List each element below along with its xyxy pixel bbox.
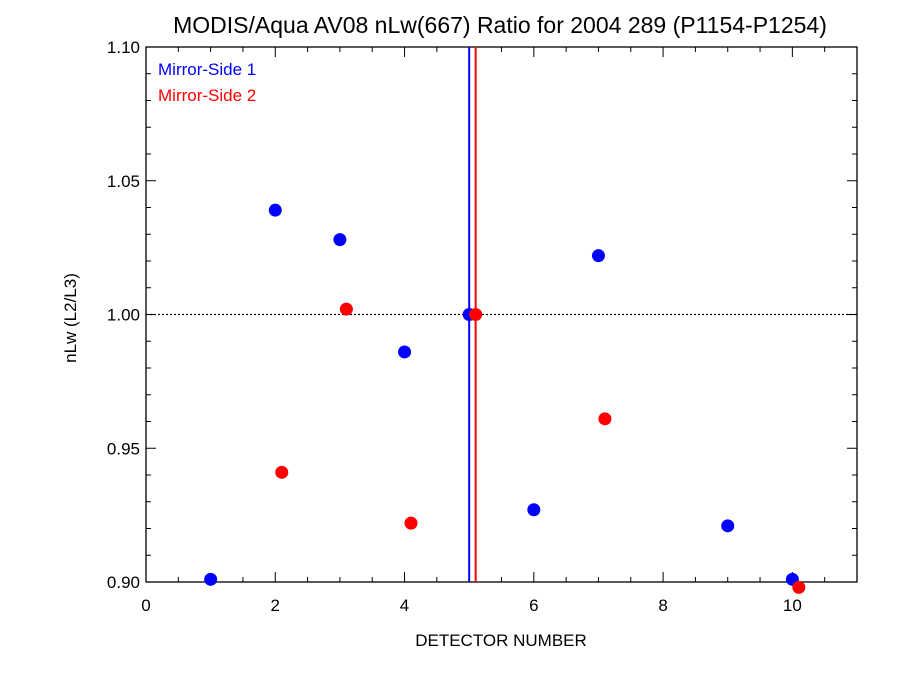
x-tick-labels: 0 2 4 6 8 10 (141, 596, 802, 615)
y-tick-label: 0.90 (107, 573, 140, 592)
legend-mirror-side-1: Mirror-Side 1 (158, 60, 256, 79)
data-point-series-2 (275, 465, 289, 479)
legend: Mirror-Side 1 Mirror-Side 2 (158, 60, 256, 105)
x-axis-label: DETECTOR NUMBER (415, 631, 587, 650)
chart-title: MODIS/Aqua AV08 nLw(667) Ratio for 2004 … (173, 12, 827, 38)
data-point-series-2 (339, 302, 353, 316)
y-tick-labels: 0.90 0.95 1.00 1.05 1.10 (107, 38, 140, 592)
data-point-series-1 (333, 233, 347, 247)
legend-mirror-side-2: Mirror-Side 2 (158, 86, 256, 105)
y-tick-label: 1.10 (107, 38, 140, 57)
y-tick-label: 1.05 (107, 172, 140, 191)
data-point-series-1 (204, 572, 218, 586)
data-points (204, 203, 806, 594)
data-point-series-2 (792, 580, 806, 594)
plot-area: 0 2 4 6 8 10 0.90 0.95 1.00 1.05 1.10 (107, 38, 858, 615)
data-point-series-2 (598, 412, 612, 426)
x-tick-label: 6 (529, 596, 538, 615)
data-point-series-1 (268, 203, 282, 217)
y-tick-label: 0.95 (107, 439, 140, 458)
data-point-series-2 (404, 516, 418, 530)
x-tick-label: 4 (400, 596, 409, 615)
data-point-series-2 (469, 308, 483, 321)
data-point-series-1 (591, 249, 605, 263)
y-tick-label: 1.00 (107, 306, 140, 325)
data-point-series-1 (398, 345, 412, 359)
x-tick-label: 0 (141, 596, 150, 615)
data-point-series-1 (721, 519, 735, 533)
x-tick-label: 8 (658, 596, 667, 615)
x-tick-label: 2 (271, 596, 280, 615)
x-tick-label: 10 (783, 596, 802, 615)
data-point-series-1 (527, 503, 541, 517)
y-axis-label: nLw (L2/L3) (61, 273, 80, 363)
